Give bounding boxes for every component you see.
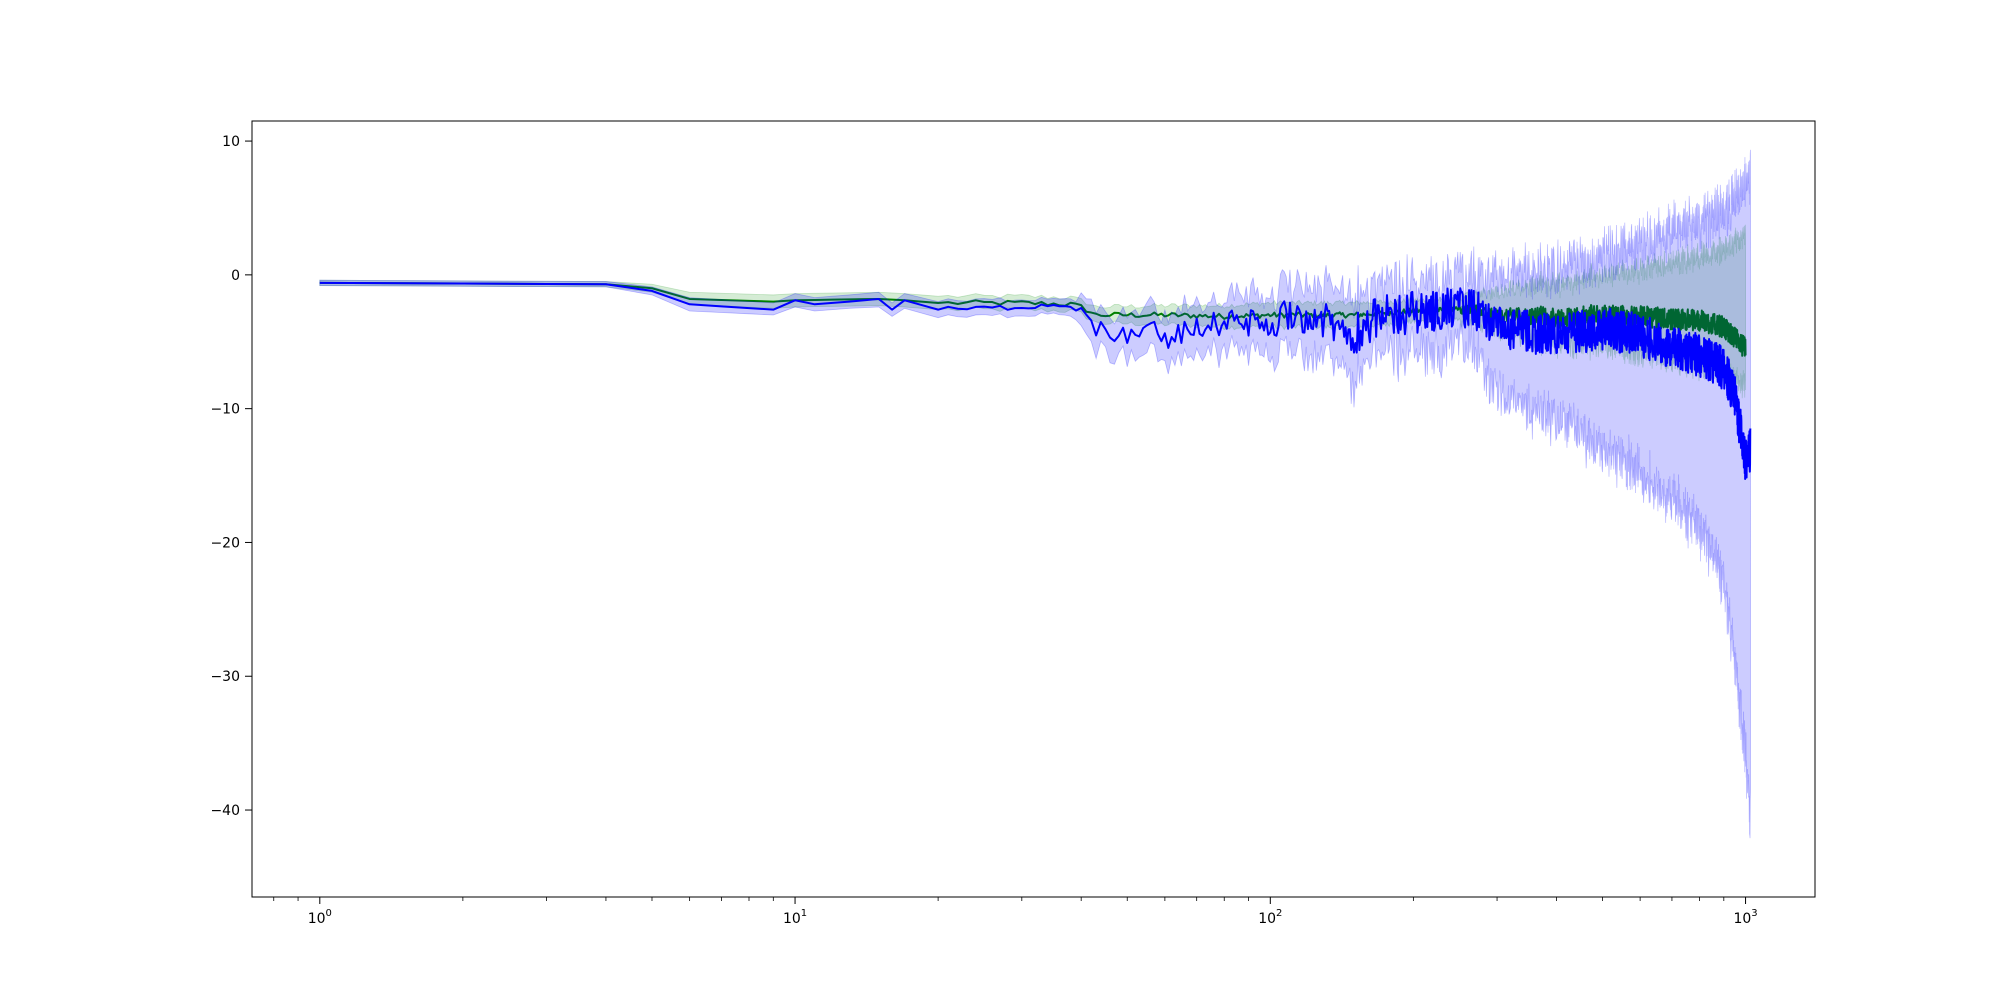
x-tick-label: 101 [783, 908, 807, 927]
y-tick-label: −40 [210, 803, 240, 819]
x-tick-label: 102 [1258, 908, 1282, 927]
y-tick-label: 0 [231, 268, 240, 284]
plot-frame [251, 120, 1816, 898]
y-tick-label: −20 [210, 535, 240, 551]
y-axis: 10 0 −10 −20 −30 −40 [210, 134, 252, 819]
series-layer [319, 149, 1752, 839]
x-tick-label: 103 [1733, 908, 1757, 927]
y-tick-label: −10 [210, 402, 240, 418]
y-tick-label: −30 [210, 669, 240, 685]
x-tick-label: 100 [308, 908, 332, 927]
series-2-line [319, 281, 1752, 480]
x-axis: 100 101 102 103 [273, 897, 1758, 927]
y-tick-label: 10 [222, 134, 240, 150]
